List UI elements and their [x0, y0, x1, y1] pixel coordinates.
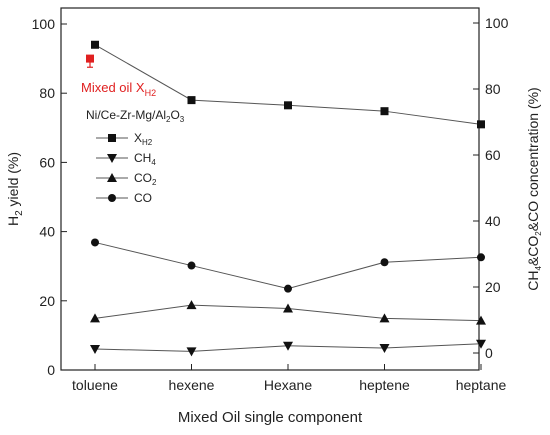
legend-item-co2: CO2	[96, 171, 157, 187]
data-point	[477, 253, 485, 262]
data-point	[283, 341, 293, 351]
mixed-oil-point	[86, 54, 94, 63]
y-left-tick-label: 40	[39, 224, 55, 240]
x-tick-label: Hexane	[264, 377, 312, 393]
annotation-layer: Mixed oil XH2	[81, 54, 156, 98]
legend-item-xh2: XH2	[96, 131, 153, 147]
data-point	[187, 261, 196, 270]
x-tick-label: toluene	[72, 377, 118, 393]
y-left-tick-label: 20	[39, 293, 55, 309]
x-tick-label: heptene	[359, 377, 410, 393]
series-co	[91, 238, 485, 293]
legend-marker	[108, 134, 116, 142]
y-right-tick-label: 40	[485, 213, 501, 229]
data-point	[476, 339, 486, 349]
legend-label: CO	[134, 191, 152, 205]
y-right-tick-label: 20	[485, 279, 501, 295]
data-point	[477, 120, 485, 129]
y-left-tick-label: 80	[39, 85, 55, 101]
y-axis-label-right: CH4&CO2&CO concentration (%)	[525, 87, 543, 290]
legend-label: CH4	[134, 151, 156, 167]
data-point	[187, 96, 196, 105]
y-left-tick-label: 100	[32, 16, 56, 32]
data-point	[379, 344, 390, 354]
mixed-oil-label: Mixed oil XH2	[81, 80, 156, 98]
y-axis-label-left: H2 yield (%)	[5, 152, 25, 226]
axis-ticks: 0 20 40 60 80 100 0 20 40 60 80 100 toluene hexene Hex…	[32, 15, 509, 393]
legend-label: XH2	[134, 131, 153, 147]
x-tick-label: hexene	[169, 377, 215, 393]
data-point	[476, 315, 486, 325]
data-point	[284, 101, 292, 110]
data-point	[379, 313, 390, 323]
data-point	[380, 258, 389, 267]
legend-marker	[108, 194, 116, 202]
data-point	[186, 347, 197, 357]
data-point	[91, 238, 99, 247]
series-ch4	[90, 339, 486, 357]
series-layer	[90, 40, 486, 357]
series-co2	[90, 300, 486, 325]
x-axis-label: Mixed Oil single component	[178, 409, 363, 426]
data-point	[91, 40, 99, 49]
series-line	[94, 241, 482, 290]
data-point	[284, 284, 292, 293]
y-left-tick-label: 60	[39, 154, 55, 170]
legend-marker	[107, 173, 117, 182]
y-left-label-base: H	[5, 216, 21, 226]
plot-frame	[60, 7, 480, 371]
legend: Ni/Ce-Zr-Mg/Al2O3 XH2 CH4 CO2 CO	[86, 108, 185, 205]
y-left-label-sub: 2	[14, 210, 25, 216]
y-right-tick-label: 60	[485, 147, 501, 163]
data-point	[90, 345, 100, 355]
legend-item-co: CO	[96, 191, 152, 205]
data-point	[186, 300, 197, 310]
y-left-tick-label: 0	[47, 362, 55, 378]
legend-label: CO2	[134, 171, 157, 187]
series-xh2	[91, 40, 485, 129]
x-tick-label: heptane	[456, 377, 507, 393]
y-right-tick-label: 100	[485, 15, 509, 31]
y-right-tick-label: 80	[485, 81, 501, 97]
y-left-label-rest: yield (%)	[5, 152, 21, 210]
data-point	[283, 303, 293, 313]
legend-marker	[107, 154, 117, 163]
y-right-tick-label: 0	[485, 345, 493, 361]
legend-title: Ni/Ce-Zr-Mg/Al2O3	[86, 108, 185, 124]
data-point	[90, 313, 100, 323]
data-point	[380, 107, 389, 116]
legend-item-ch4: CH4	[96, 151, 156, 167]
